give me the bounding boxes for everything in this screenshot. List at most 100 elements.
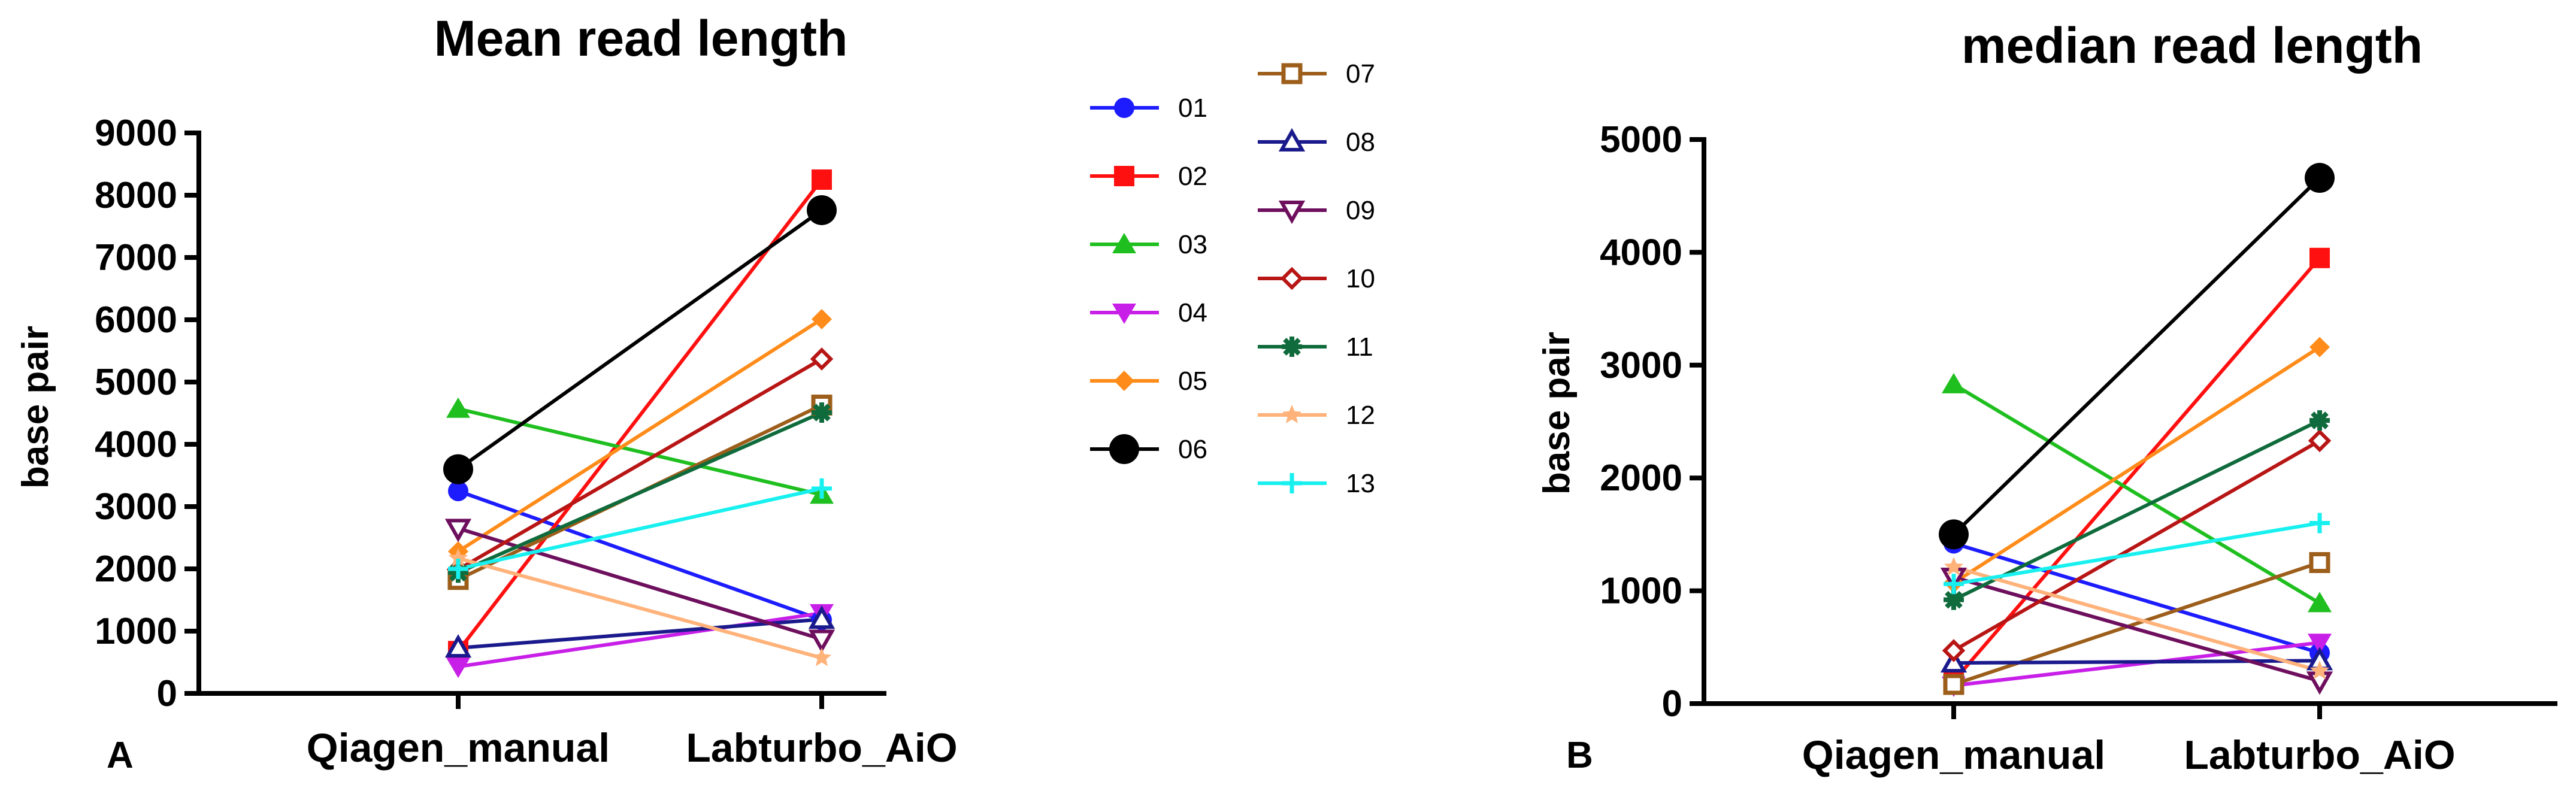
legend: 01 02 03 04 05 06 07 08 09 10 11 12 13 [1090, 59, 1375, 498]
series-line-09-b [1953, 575, 2320, 683]
legend-marker-10 [1280, 266, 1304, 290]
data-point-04-b [2308, 634, 2332, 654]
series-line-10-b [1953, 439, 2321, 653]
y-tick-label-b: 4000 [1600, 232, 1682, 273]
legend-marker-03 [1112, 233, 1136, 253]
data-point-03-a [446, 397, 470, 418]
y-tick-label-b: 3000 [1600, 345, 1682, 386]
series-line-08-a [458, 617, 822, 650]
x-tick-label-b: Labturbo_AiO [2184, 732, 2455, 778]
legend-label: 05 [1178, 366, 1207, 396]
data-point-03-b [2308, 592, 2332, 613]
y-tick-label-a: 6000 [95, 299, 177, 341]
y-tick-label-a: 0 [157, 673, 177, 714]
legend-item-09: 09 [1258, 196, 1375, 225]
legend-marker-08 [1278, 128, 1306, 151]
panel-label-a: A [107, 735, 134, 776]
data-point-06-a [443, 454, 473, 484]
series-line-12-b [1953, 565, 2320, 673]
data-point-10-a [810, 347, 834, 371]
legend-item-03: 03 [1090, 230, 1207, 259]
y-tick-label-b: 5000 [1600, 119, 1682, 160]
data-point-09-b [2306, 671, 2333, 695]
series-line-04-b [1953, 641, 2320, 687]
data-point-13-b [2309, 513, 2330, 534]
series-line-05-a [457, 317, 823, 553]
series-lines-a [456, 178, 824, 669]
series-line-06-a [457, 208, 823, 471]
data-point-07-b [2309, 552, 2330, 573]
series-line-11-a [457, 411, 823, 574]
series-line-08-b [1953, 659, 2320, 665]
x-tick-label-b: Qiagen_manual [1802, 732, 2105, 778]
data-point-07-b [1943, 674, 1964, 695]
data-point-04-a [446, 657, 470, 678]
data-point-08-a [444, 634, 472, 658]
data-point-06-b [2305, 163, 2335, 193]
panel-b-median-read-length: median read length B base pair 0 1000 2000… [1536, 17, 2557, 778]
axes-b: 0 1000 2000 3000 4000 5000 Qiagen_manual Labtur… [1600, 119, 2557, 778]
data-point-12-a [812, 647, 832, 666]
y-tick-label-a: 9000 [95, 113, 177, 154]
legend-label: 08 [1346, 128, 1375, 157]
y-tick-label-a: 4000 [95, 424, 177, 465]
y-tick-label-a: 8000 [95, 175, 177, 216]
data-point-09-a [444, 519, 472, 543]
series-line-06-b [1952, 176, 2321, 536]
y-tick-label-b: 0 [1662, 683, 1682, 725]
legend-marker-09 [1278, 201, 1306, 225]
legend-label: 13 [1346, 469, 1375, 498]
data-point-10-b [1942, 639, 1966, 662]
series-line-11-b [1953, 419, 2321, 602]
series-line-03-b [1953, 383, 2321, 605]
data-point-08-a [808, 605, 836, 629]
legend-item-08: 08 [1258, 128, 1375, 157]
data-point-12-b [1944, 557, 1964, 575]
y-tick-label-a: 1000 [95, 611, 177, 652]
legend-item-13: 13 [1258, 469, 1375, 498]
legend-item-01: 01 [1090, 93, 1207, 123]
legend-item-05: 05 [1090, 366, 1207, 396]
axes-a: 0 1000 2000 3000 4000 5000 6000 7000 8000 9000 Qia… [95, 113, 958, 771]
data-point-06-a [807, 195, 837, 225]
legend-label: 11 [1346, 332, 1373, 362]
legend-item-07: 07 [1258, 59, 1375, 89]
data-point-12-b [2309, 660, 2330, 680]
data-point-09-a [808, 629, 836, 653]
series-line-02-b [1952, 256, 2321, 683]
legend-marker-05 [1114, 371, 1134, 391]
series-line-05-b [1953, 346, 2321, 584]
legend-item-11: 11 [1258, 332, 1373, 362]
series-markers-a [443, 169, 837, 678]
chart-title-a: Mean read length [434, 10, 848, 66]
data-point-13-b [1944, 574, 1964, 595]
legend-item-12: 12 [1258, 401, 1375, 430]
data-point-05-a [812, 308, 832, 329]
data-point-02-a [812, 169, 832, 190]
data-point-13-a [448, 559, 468, 579]
legend-label: 06 [1178, 435, 1207, 464]
legend-item-10: 10 [1258, 264, 1375, 293]
data-point-06-b [1939, 519, 1969, 550]
data-point-11-a [812, 402, 832, 423]
panel-a-mean-read-length: Mean read length A base pair 0 1000 2000 30… [15, 10, 958, 776]
data-point-01-a [448, 481, 468, 501]
legend-item-04: 04 [1090, 298, 1207, 328]
legend-label: 10 [1346, 264, 1375, 293]
y-tick-label-a: 5000 [95, 362, 177, 403]
series-lines-b [1952, 176, 2321, 687]
legend-marker-13 [1282, 473, 1302, 493]
series-line-02-a [456, 178, 824, 653]
series-line-13-b [1953, 521, 2320, 586]
series-markers-b [1939, 163, 2335, 697]
legend-label: 09 [1346, 196, 1375, 225]
panel-label-b: B [1566, 735, 1593, 776]
legend-item-02: 02 [1090, 162, 1207, 191]
y-axis-label-b: base pair [1536, 332, 1578, 495]
legend-marker-06 [1109, 434, 1139, 464]
series-line-09-a [458, 526, 822, 641]
legend-item-06: 06 [1090, 434, 1207, 464]
data-point-10-b [2308, 429, 2332, 453]
series-line-12-a [458, 556, 822, 660]
y-tick-label-b: 2000 [1600, 457, 1682, 499]
